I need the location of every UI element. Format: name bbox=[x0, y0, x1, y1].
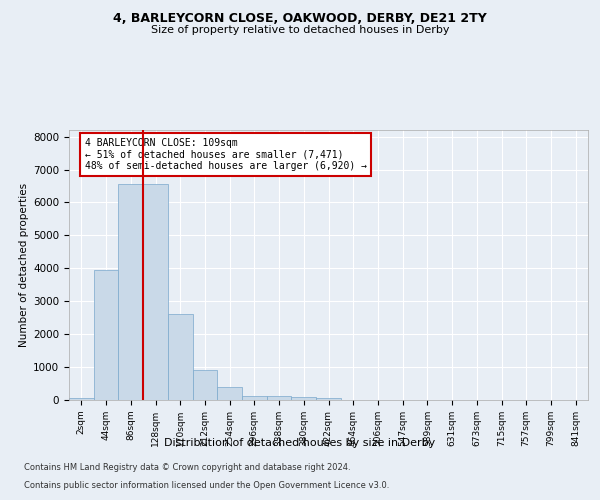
Bar bbox=[168, 314, 193, 400]
Text: 4 BARLEYCORN CLOSE: 109sqm
← 51% of detached houses are smaller (7,471)
48% of s: 4 BARLEYCORN CLOSE: 109sqm ← 51% of deta… bbox=[85, 138, 367, 172]
Bar bbox=[267, 396, 292, 400]
Bar bbox=[193, 370, 217, 400]
Y-axis label: Number of detached properties: Number of detached properties bbox=[19, 183, 29, 347]
Bar bbox=[217, 388, 242, 400]
Bar bbox=[292, 396, 316, 400]
Bar bbox=[316, 398, 341, 400]
Text: Contains public sector information licensed under the Open Government Licence v3: Contains public sector information licen… bbox=[24, 481, 389, 490]
Bar bbox=[69, 398, 94, 400]
Bar bbox=[94, 270, 118, 400]
Bar bbox=[118, 184, 143, 400]
Text: Contains HM Land Registry data © Crown copyright and database right 2024.: Contains HM Land Registry data © Crown c… bbox=[24, 464, 350, 472]
Text: Distribution of detached houses by size in Derby: Distribution of detached houses by size … bbox=[164, 438, 436, 448]
Bar bbox=[242, 396, 267, 400]
Text: Size of property relative to detached houses in Derby: Size of property relative to detached ho… bbox=[151, 25, 449, 35]
Text: 4, BARLEYCORN CLOSE, OAKWOOD, DERBY, DE21 2TY: 4, BARLEYCORN CLOSE, OAKWOOD, DERBY, DE2… bbox=[113, 12, 487, 26]
Bar bbox=[143, 184, 168, 400]
